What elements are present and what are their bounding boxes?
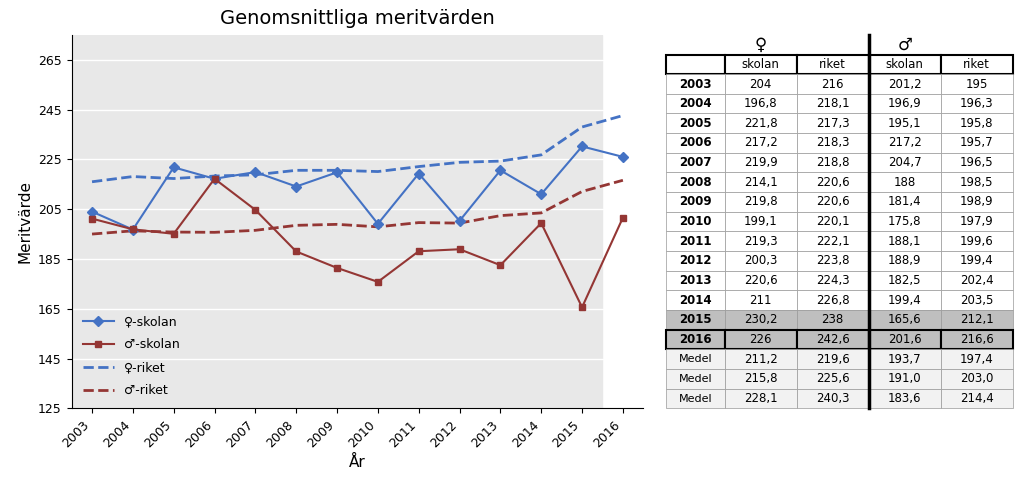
Title: Genomsnittliga meritvärden: Genomsnittliga meritvärden — [220, 9, 495, 28]
X-axis label: År: År — [349, 455, 366, 471]
Y-axis label: Meritvärde: Meritvärde — [17, 180, 33, 263]
Bar — [72, 35, 603, 408]
Legend: ♀-skolan, ♂-skolan, ♀-riket, ♂-riket: ♀-skolan, ♂-skolan, ♀-riket, ♂-riket — [78, 310, 185, 402]
